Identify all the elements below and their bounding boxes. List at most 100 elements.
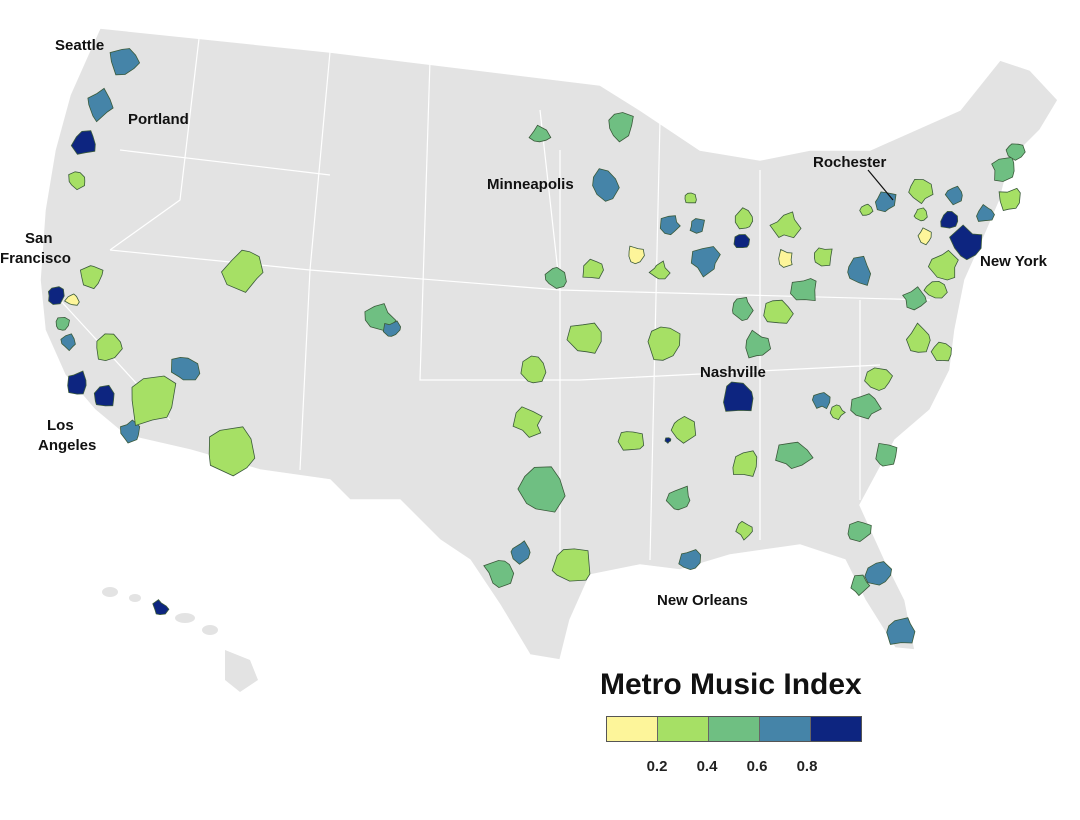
metro-area [617,431,645,451]
metro-seattle [109,48,141,76]
metro-area [902,286,927,311]
metro-area [664,437,672,444]
metro-portland [87,87,114,123]
label-seattle: Seattle [55,37,104,54]
metro-area [63,293,80,306]
metro-area [582,258,604,279]
metro-area [940,210,959,229]
label-francisco: Francisco [0,250,71,267]
rochester-leader-line [867,169,894,201]
metro-area [608,112,634,143]
metro-nashville [723,381,754,412]
metro-area [778,248,793,268]
metro-area [847,255,872,286]
label-new-york: New York [980,253,1048,270]
metro-area [829,404,846,421]
metro-area [811,392,831,410]
metro-area [732,450,758,477]
metro-area [152,599,170,616]
metro-area [665,485,691,511]
metro-area [648,260,671,280]
metro-area [208,426,256,477]
metro-area [905,322,931,353]
metro-area [628,245,645,265]
label-minneapolis: Minneapolis [487,176,574,193]
metro-area [659,215,681,236]
metro-area [859,203,874,216]
metro-area [55,316,70,331]
metro-area [745,329,772,359]
legend-tick: 0.2 [646,758,668,775]
label-new-orleans: New Orleans [657,592,748,609]
metro-area [930,341,952,362]
metro-area [908,178,934,205]
metro-area [96,333,123,362]
hawaii [102,587,258,692]
metro-area [551,548,591,582]
metro-area [79,265,104,290]
legend-title: Metro Music Index [600,668,862,701]
label-nashville: Nashville [700,364,766,381]
metro-area [520,355,547,384]
legend-tick: 0.6 [746,758,768,775]
metro-area [735,520,753,541]
metro-area [689,218,705,234]
metro-area [850,393,882,420]
legend-tick: 0.8 [796,758,818,775]
metro-area [566,322,602,354]
metro-area [733,234,751,249]
metro-minneapolis [592,168,620,202]
metro-area [544,266,567,289]
metro-area [70,130,96,155]
metro-area [690,246,721,278]
legend-swatch-5 [811,717,861,741]
metro-area [510,540,531,565]
metro-area [670,415,697,444]
metro-area [875,442,898,467]
metro-area [382,320,402,337]
metro-area [847,520,872,543]
metro-san-francisco [47,286,65,305]
metro-area [775,441,814,470]
metro-area [684,192,697,204]
metro-area [917,227,932,246]
label-los: Los [47,417,74,434]
metro-area [60,333,76,352]
label-angeles: Angeles [38,437,96,454]
metro-area [813,247,833,267]
metro-area [763,299,794,324]
legend-tick: 0.4 [696,758,718,775]
legend-swatch-1 [607,717,658,741]
metro-area [923,280,948,299]
metro-area [991,156,1015,182]
metro-area [93,384,115,407]
legend-swatch-4 [760,717,811,741]
metro-area [734,207,754,230]
metro-area [790,278,817,302]
metro-area [927,249,959,281]
label-san: San [25,230,53,247]
metro-new-orleans [678,549,702,571]
metro-area [483,560,515,589]
metro-area [998,187,1021,211]
metro-area [769,211,802,239]
metro-area [864,367,893,391]
metro-area [170,356,201,381]
metro-area [913,207,928,222]
legend-color-bar [606,716,862,742]
metro-area [68,171,86,191]
metro-area [517,466,566,513]
metro-area [221,249,264,293]
metro-area [864,561,893,586]
metro-area [732,297,754,322]
legend-swatch-3 [709,717,760,741]
metro-area [512,406,543,438]
metro-los-angeles [67,370,87,395]
metro-area [944,185,963,206]
us-land [39,27,1059,661]
label-portland: Portland [128,111,189,128]
metro-new-york [949,224,983,261]
metro-area [528,124,552,143]
label-rochester: Rochester [813,154,887,171]
